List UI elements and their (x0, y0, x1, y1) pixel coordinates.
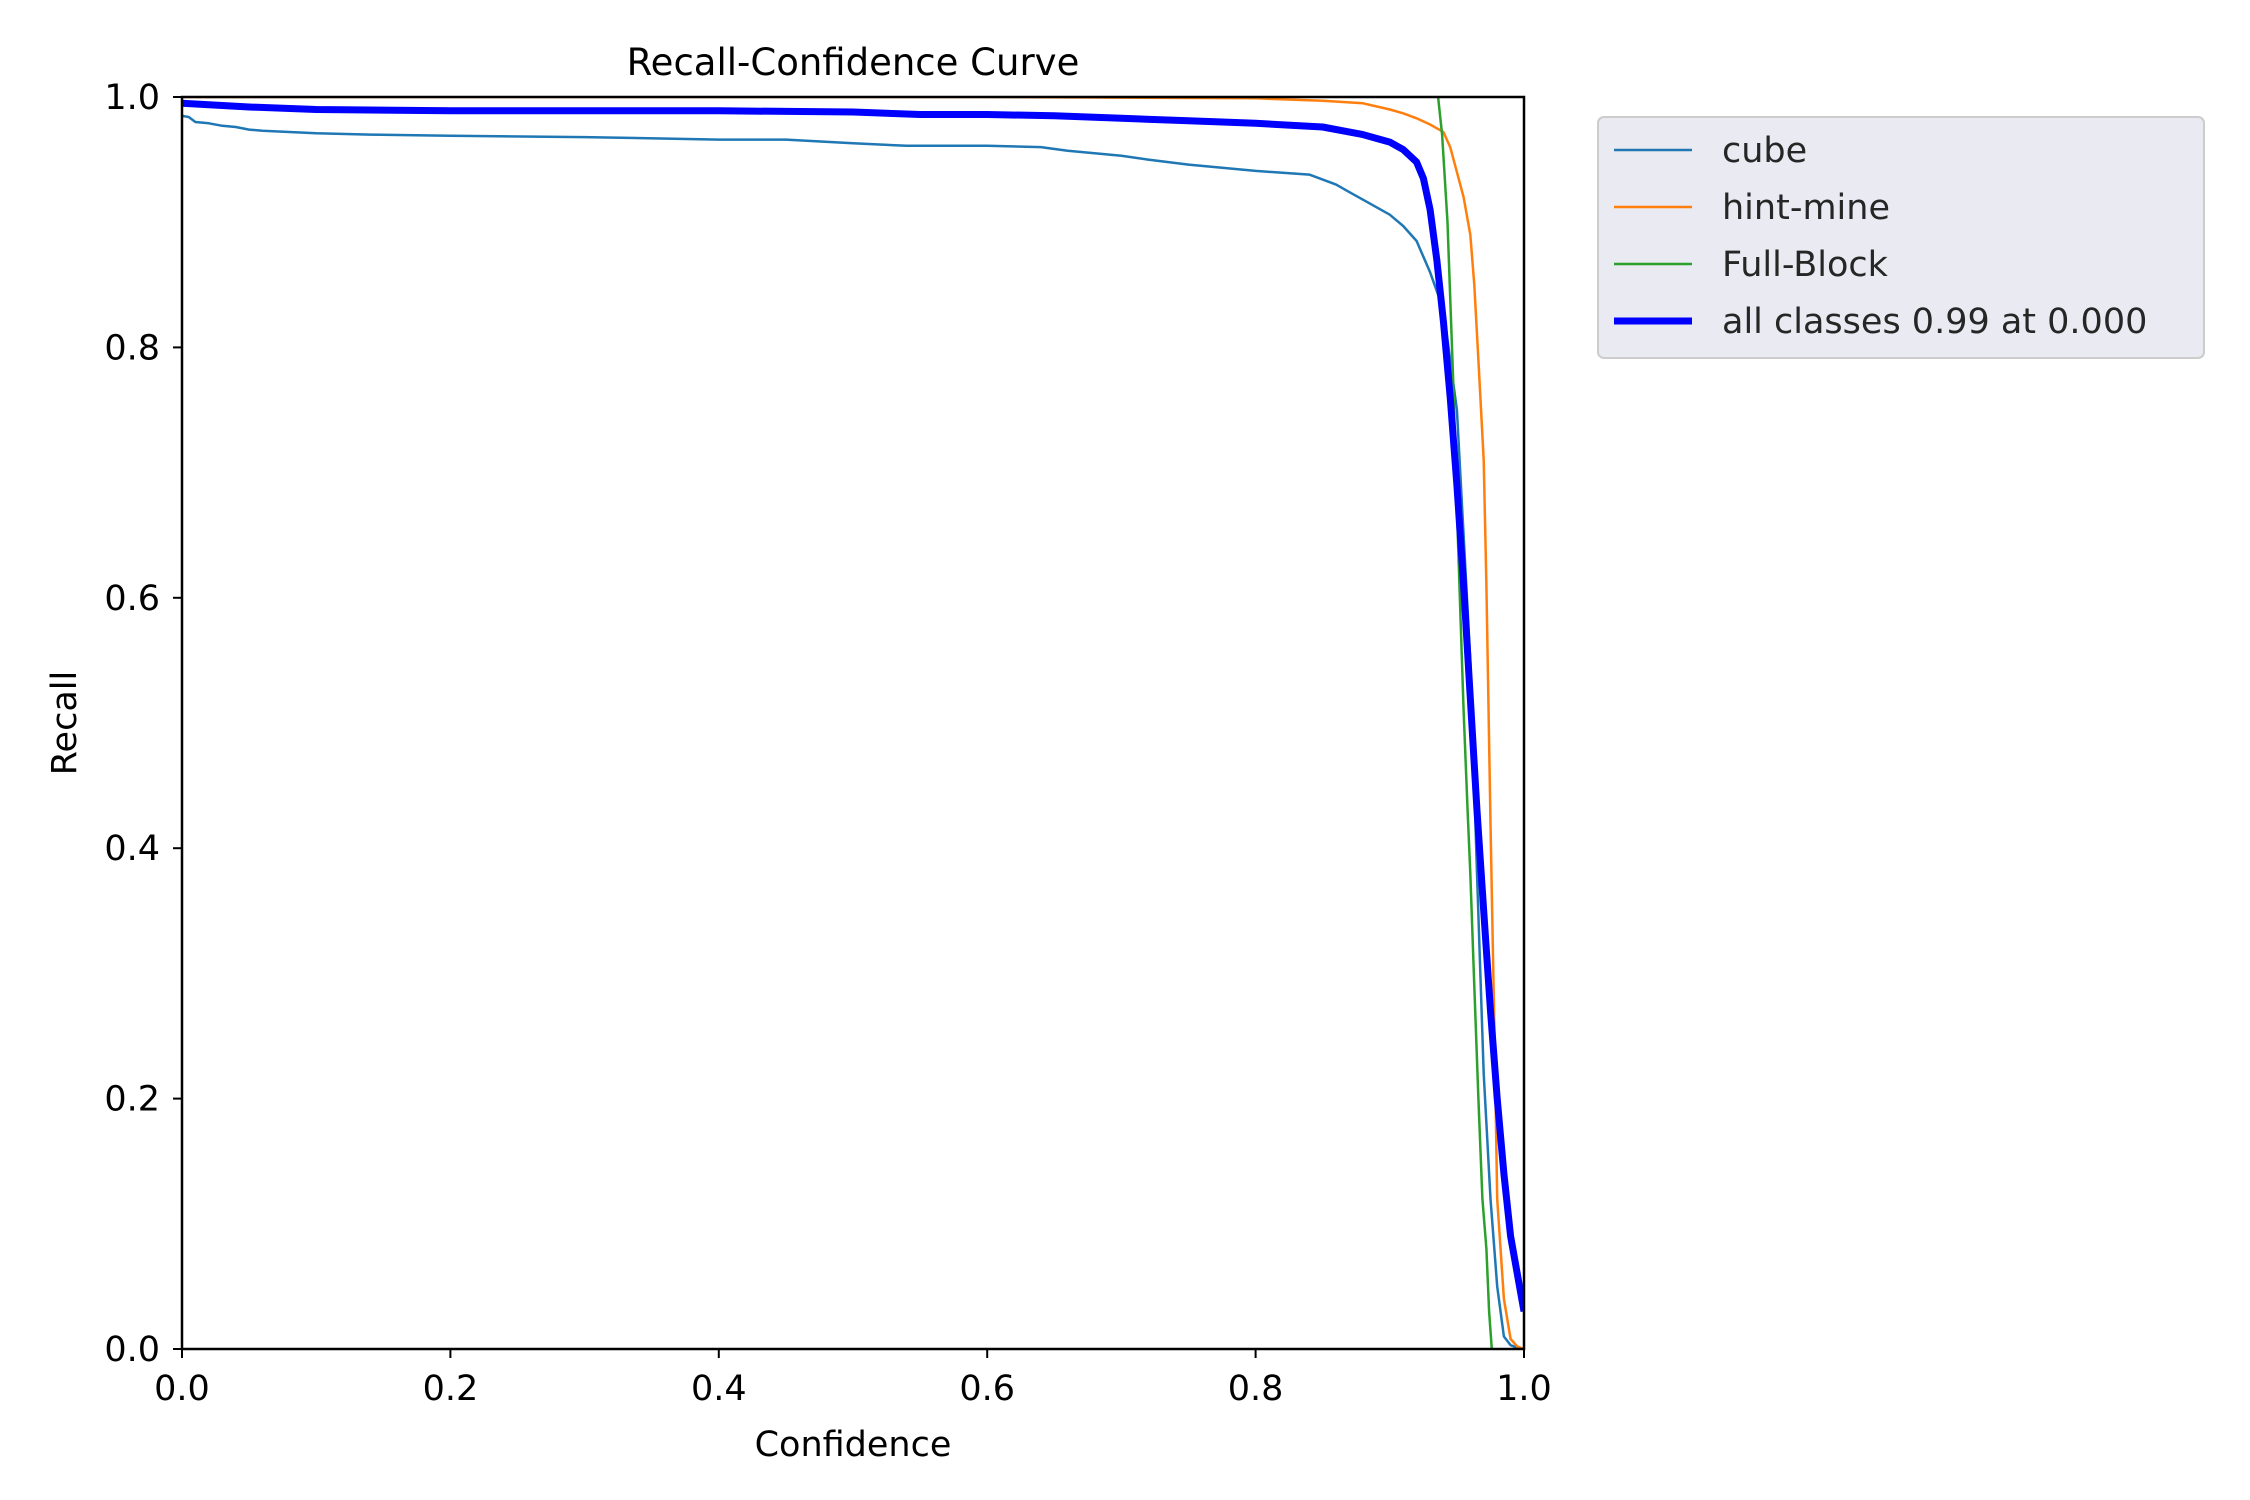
legend-box (1597, 116, 2205, 359)
x-tick-label: 0.6 (959, 1369, 1015, 1409)
plot-frame (180, 95, 1526, 1351)
series-line-full-block (1436, 96, 1494, 1349)
y-tick-label: 0.0 (104, 1330, 160, 1370)
x-tick-label: 1.0 (1496, 1369, 1552, 1409)
y-axis-label: Recall (45, 671, 85, 775)
y-tick-label: 0.2 (104, 1080, 160, 1120)
legend-entry-label: hint-mine (1722, 188, 1890, 228)
y-tick-label: 0.8 (104, 328, 160, 368)
y-tick-label: 1.0 (104, 78, 160, 118)
x-tick-label: 0.8 (1228, 1369, 1284, 1409)
chart-title: Recall-Confidence Curve (627, 41, 1080, 84)
y-axis-ticks: 0.0 0.2 0.4 0.6 0.8 1.0 (104, 78, 182, 1370)
y-tick-label: 0.6 (104, 579, 160, 619)
legend-entry-label: all classes 0.99 at 0.000 (1722, 302, 2147, 342)
series-lines (182, 96, 1524, 1349)
legend-entry-label: cube (1722, 131, 1807, 171)
x-tick-label: 0.0 (154, 1369, 210, 1409)
legend-entry-label: Full-Block (1722, 245, 1889, 285)
x-axis-label: Confidence (755, 1425, 952, 1465)
x-tick-label: 0.4 (691, 1369, 747, 1409)
series-line-hint-mine (182, 96, 1524, 1349)
y-tick-label: 0.4 (104, 829, 160, 869)
series-line-all-classes-0-99-at-0-000 (182, 99, 1524, 1313)
x-axis-ticks: 0.0 0.2 0.4 0.6 0.8 1.0 (154, 1349, 1552, 1409)
legend: cube hint-mine Full-Block all classes 0.99 … (1597, 116, 2205, 359)
x-tick-label: 0.2 (423, 1369, 479, 1409)
